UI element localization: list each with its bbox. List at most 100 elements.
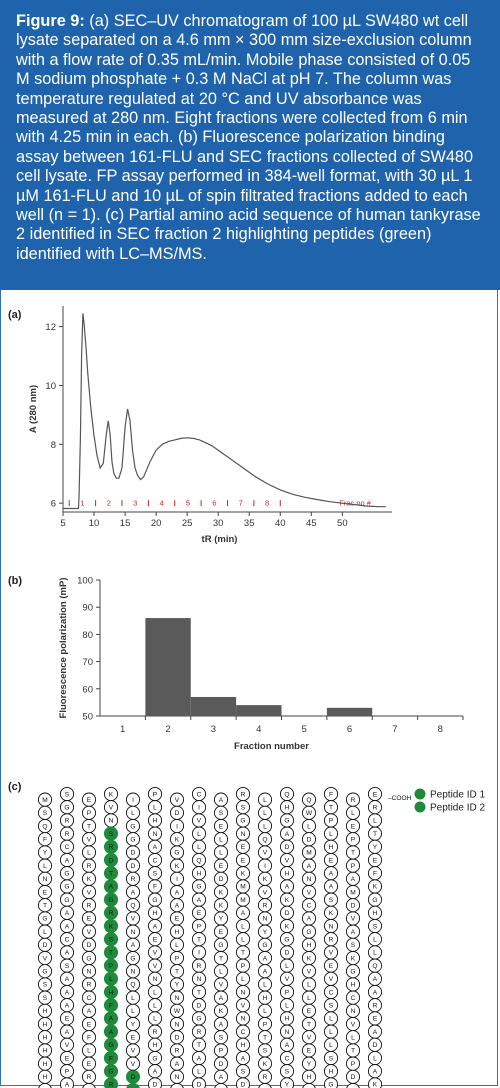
x-tick-label: 8 xyxy=(438,724,443,735)
bar-fraction-3 xyxy=(190,696,237,716)
residue-letter: E xyxy=(351,823,356,830)
residue-letter: A xyxy=(373,989,378,996)
y-tick-label: 100 xyxy=(77,576,93,587)
residue-letter: F xyxy=(109,1055,113,1062)
residue-letter: D xyxy=(285,844,290,851)
residue-letter: R xyxy=(263,1074,268,1081)
residue-letter: V xyxy=(87,929,92,936)
residue-letter: K xyxy=(285,923,290,930)
y-tick-label: 90 xyxy=(82,603,93,614)
residue-letter: Y xyxy=(43,850,48,857)
residue-letter: R xyxy=(87,903,92,910)
residue-letter: N xyxy=(175,1074,180,1081)
residue-letter: C xyxy=(351,995,356,1002)
residue-letter: S xyxy=(329,897,334,904)
residue-letter: T xyxy=(197,937,201,944)
x-tick-label: 10 xyxy=(89,518,100,529)
residue-letter: S xyxy=(43,995,48,1002)
residue-letter: V xyxy=(285,857,290,864)
legend-swatch xyxy=(414,788,426,800)
residue-letter: V xyxy=(219,982,224,989)
residue-letter: N xyxy=(197,976,202,983)
residue-letter: A xyxy=(87,1008,92,1015)
residue-letter: R xyxy=(351,797,356,804)
residue-letter: R xyxy=(87,982,92,989)
x-tick-label: 5 xyxy=(302,724,307,735)
residue-letter: C xyxy=(65,937,70,944)
residue-letter: P xyxy=(285,989,290,996)
residue-letter: L xyxy=(241,923,245,930)
residue-letter: V xyxy=(263,850,268,857)
residue-letter: K xyxy=(307,955,312,962)
residue-letter: V xyxy=(263,889,268,896)
residue-letter: G xyxy=(42,916,47,923)
y-tick-label: 8 xyxy=(51,440,56,451)
residue-letter: K xyxy=(87,876,92,883)
residue-letter: K xyxy=(329,910,334,917)
residue-letter: T xyxy=(373,831,377,838)
residue-letter: S xyxy=(109,937,114,944)
residue-letter: S xyxy=(241,805,246,812)
residue-letter: T xyxy=(109,871,113,878)
residue-letter: V xyxy=(153,950,158,957)
residue-letter: C xyxy=(285,1055,290,1062)
residue-letter: C xyxy=(87,995,92,1002)
residue-letter: G xyxy=(350,969,355,976)
residue-letter: S xyxy=(263,1048,268,1055)
y-tick-label: 50 xyxy=(82,712,93,723)
residue-letter: A xyxy=(197,1055,202,1062)
residue-letter: M xyxy=(306,850,312,857)
y-tick-label: 6 xyxy=(51,499,56,510)
residue-letter: S xyxy=(241,1069,246,1076)
residue-letter: R xyxy=(65,831,70,838)
residue-letter: G xyxy=(152,1055,157,1062)
residue-letter: R xyxy=(109,844,114,851)
residue-letter: E xyxy=(329,963,334,970)
y-tick-label: 80 xyxy=(82,630,93,641)
residue-letter: F xyxy=(153,884,157,891)
residue-letter: K xyxy=(219,1008,224,1015)
residue-letter: H xyxy=(373,910,378,917)
residue-letter: K xyxy=(351,955,356,962)
residue-letter: A xyxy=(65,923,70,930)
residue-letter: V xyxy=(241,1003,246,1010)
residue-letter: A xyxy=(131,942,136,949)
residue-letter: R xyxy=(109,1082,114,1088)
residue-letter: N xyxy=(241,831,246,838)
residue-letter: H xyxy=(285,1016,290,1023)
residue-letter: L xyxy=(351,810,355,817)
residue-letter: T xyxy=(175,969,179,976)
residue-letter: C xyxy=(329,989,334,996)
residue-letter: Q xyxy=(372,963,377,970)
x-tick-label: 6 xyxy=(347,724,352,735)
residue-letter: Y xyxy=(175,982,180,989)
residue-letter: E xyxy=(241,844,246,851)
residue-letter: A xyxy=(175,1061,180,1068)
x-axis-label: tR (min) xyxy=(202,534,238,545)
bar-fraction-2 xyxy=(145,618,191,716)
residue-letter: S xyxy=(351,942,356,949)
residue-letter: L xyxy=(285,963,289,970)
residue-letter: A xyxy=(373,976,378,983)
residue-letter: H xyxy=(351,982,356,989)
residue-letter: E xyxy=(65,1055,70,1062)
residue-letter: H xyxy=(329,844,334,851)
residue-letter: G xyxy=(174,850,179,857)
residue-letter: L xyxy=(131,810,135,817)
residue-letter: I xyxy=(264,863,266,870)
residue-letter: G xyxy=(108,1042,113,1049)
residue-letter: M xyxy=(240,897,246,904)
residue-letter: Q xyxy=(284,791,289,798)
residue-letter: E xyxy=(65,1016,70,1023)
residue-letter: H xyxy=(197,871,202,878)
residue xyxy=(213,792,229,807)
y-axis-label: A (280 nm) xyxy=(28,385,39,433)
residue-letter: G xyxy=(218,942,223,949)
residue-letter: R xyxy=(131,876,136,883)
residue-letter: E xyxy=(219,863,224,870)
residue-letter: R xyxy=(65,818,70,825)
residue xyxy=(191,1077,207,1088)
figure-caption: Figure 9: (a) SEC–UV chromatogram of 100… xyxy=(0,0,500,290)
residue-letter: A xyxy=(131,889,136,896)
